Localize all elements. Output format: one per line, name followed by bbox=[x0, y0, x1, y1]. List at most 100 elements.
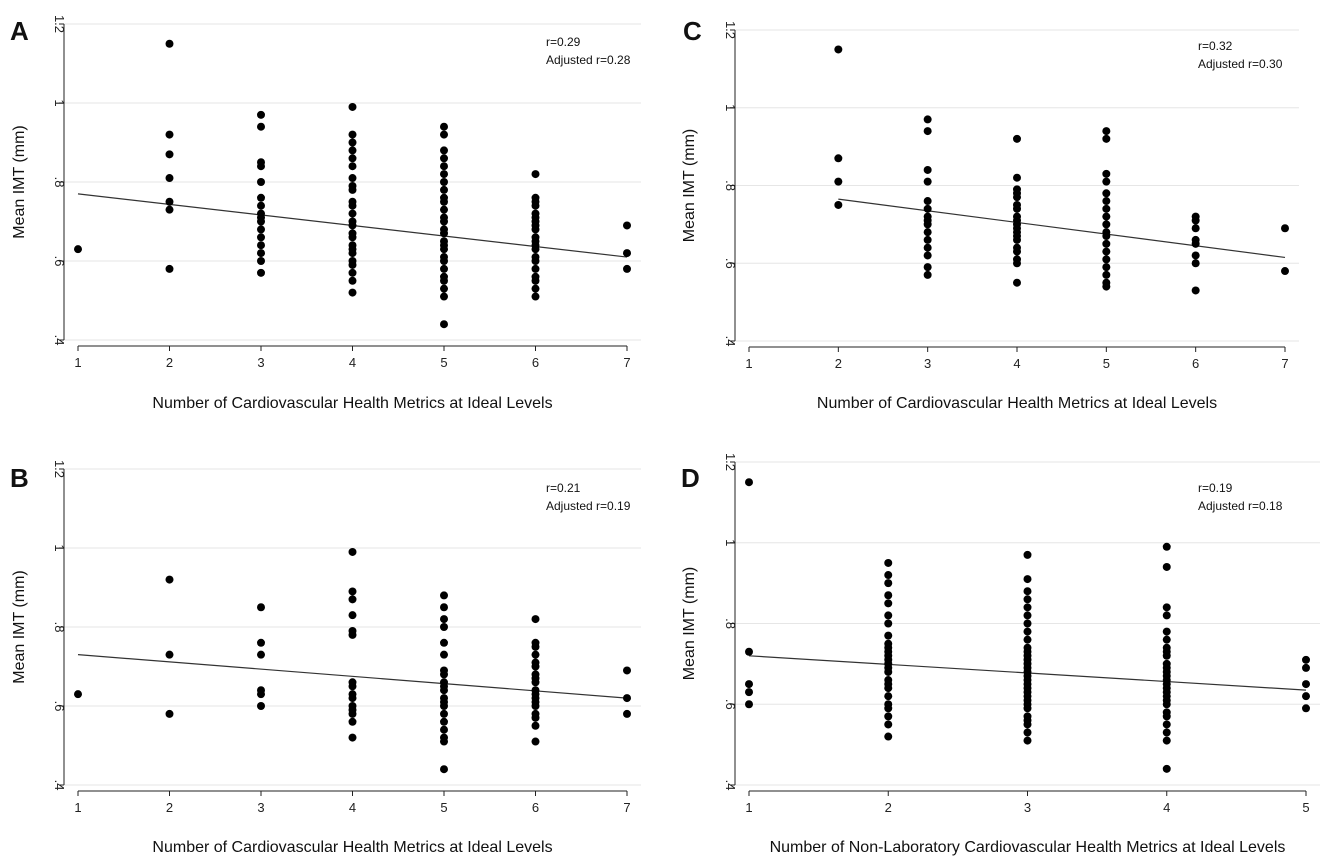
data-point bbox=[531, 650, 540, 659]
data-point bbox=[1023, 736, 1032, 745]
data-point bbox=[1102, 127, 1111, 136]
data-point bbox=[348, 197, 357, 206]
data-point bbox=[884, 599, 893, 608]
x-tick-label: 7 bbox=[1281, 356, 1288, 371]
y-tick-label: 1 bbox=[52, 544, 67, 551]
data-point bbox=[1013, 200, 1021, 209]
data-point bbox=[884, 619, 893, 628]
x-tick-label: 6 bbox=[532, 355, 539, 370]
data-point bbox=[165, 205, 174, 214]
data-point bbox=[440, 284, 448, 293]
data-point bbox=[348, 611, 357, 620]
x-tick-label: 1 bbox=[74, 800, 81, 815]
data-point bbox=[1162, 611, 1171, 620]
data-point bbox=[348, 138, 357, 147]
data-point bbox=[623, 709, 631, 718]
data-point bbox=[440, 666, 448, 675]
data-point bbox=[1281, 267, 1289, 276]
data-point bbox=[1162, 708, 1171, 717]
data-point bbox=[1162, 736, 1171, 745]
data-point bbox=[440, 591, 448, 600]
data-point bbox=[165, 150, 174, 159]
data-point bbox=[884, 571, 893, 580]
panel-d: .4 .6 .8 1 1.2 1 2 3 4 5 Mean IMT (mm) Number of No… bbox=[681, 453, 1320, 856]
data-point bbox=[923, 115, 932, 124]
data-point bbox=[257, 122, 265, 131]
panel-letter: A bbox=[10, 16, 29, 46]
data-point bbox=[623, 249, 631, 258]
y-tick-label: .4 bbox=[52, 780, 67, 791]
y-axis-title: Mean IMT (mm) bbox=[681, 567, 698, 680]
data-point bbox=[1302, 692, 1310, 701]
data-point bbox=[531, 253, 540, 262]
data-point bbox=[440, 320, 448, 329]
x-tick-label: 4 bbox=[349, 355, 356, 370]
data-point bbox=[257, 193, 265, 202]
data-point bbox=[1281, 224, 1289, 233]
data-point bbox=[623, 264, 631, 273]
data-point bbox=[1191, 259, 1200, 268]
data-point bbox=[1162, 720, 1171, 729]
data-point bbox=[1023, 587, 1032, 596]
data-point bbox=[923, 212, 932, 221]
data-point bbox=[1102, 212, 1111, 221]
data-point bbox=[348, 217, 357, 226]
data-point bbox=[923, 270, 932, 279]
data-point bbox=[1023, 595, 1032, 604]
correlation-annotation: Adjusted r=0.30 bbox=[1198, 57, 1283, 71]
data-point bbox=[923, 263, 932, 272]
data-point bbox=[1013, 134, 1021, 143]
x-tick-label: 2 bbox=[166, 355, 173, 370]
data-point bbox=[531, 658, 540, 667]
y-axis-title: Mean IMT (mm) bbox=[681, 129, 698, 242]
data-point bbox=[348, 268, 357, 277]
data-point bbox=[923, 251, 932, 260]
data-point bbox=[1102, 134, 1111, 143]
data-point bbox=[884, 732, 893, 741]
data-point bbox=[440, 130, 448, 139]
data-point bbox=[1102, 247, 1111, 256]
data-point bbox=[1302, 704, 1310, 713]
data-point bbox=[440, 292, 448, 301]
data-point bbox=[440, 603, 448, 612]
data-point bbox=[745, 680, 753, 689]
data-point bbox=[348, 241, 357, 250]
data-point bbox=[348, 146, 357, 155]
data-point bbox=[1162, 635, 1171, 644]
data-point bbox=[440, 733, 448, 742]
data-point bbox=[165, 197, 174, 206]
data-point bbox=[257, 257, 265, 265]
data-point bbox=[257, 201, 265, 210]
data-point bbox=[531, 292, 540, 301]
x-tick-label: 6 bbox=[532, 800, 539, 815]
data-point bbox=[884, 611, 893, 620]
data-point bbox=[1013, 173, 1021, 182]
data-point bbox=[1302, 655, 1310, 664]
y-tick-label: .6 bbox=[723, 699, 738, 710]
x-tick-label: 6 bbox=[1192, 356, 1199, 371]
correlation-annotation: Adjusted r=0.28 bbox=[546, 53, 631, 67]
data-point bbox=[1191, 235, 1200, 244]
data-point bbox=[531, 170, 540, 179]
data-point bbox=[165, 650, 174, 659]
data-point bbox=[1023, 619, 1032, 628]
data-point bbox=[1102, 177, 1111, 186]
data-point bbox=[348, 733, 357, 742]
data-point bbox=[257, 702, 265, 710]
data-point bbox=[348, 130, 357, 139]
data-point bbox=[440, 650, 448, 659]
data-point bbox=[834, 45, 843, 54]
data-point bbox=[257, 268, 265, 277]
data-point bbox=[884, 712, 893, 721]
correlation-annotation: r=0.21 bbox=[546, 481, 581, 495]
data-point bbox=[348, 547, 357, 556]
data-point bbox=[531, 615, 540, 624]
data-point bbox=[923, 204, 932, 213]
x-tick-label: 4 bbox=[1163, 800, 1170, 815]
data-point bbox=[884, 579, 893, 588]
data-point bbox=[257, 233, 265, 242]
data-point bbox=[884, 591, 893, 600]
y-tick-label: .8 bbox=[52, 177, 67, 188]
x-axis-title: Number of Cardiovascular Health Metrics … bbox=[817, 395, 1217, 412]
panel-c: .4 .6 .8 1 1.2 1 2 3 4 5 6 7 Mean IMT (mm) Number of … bbox=[681, 16, 1299, 412]
